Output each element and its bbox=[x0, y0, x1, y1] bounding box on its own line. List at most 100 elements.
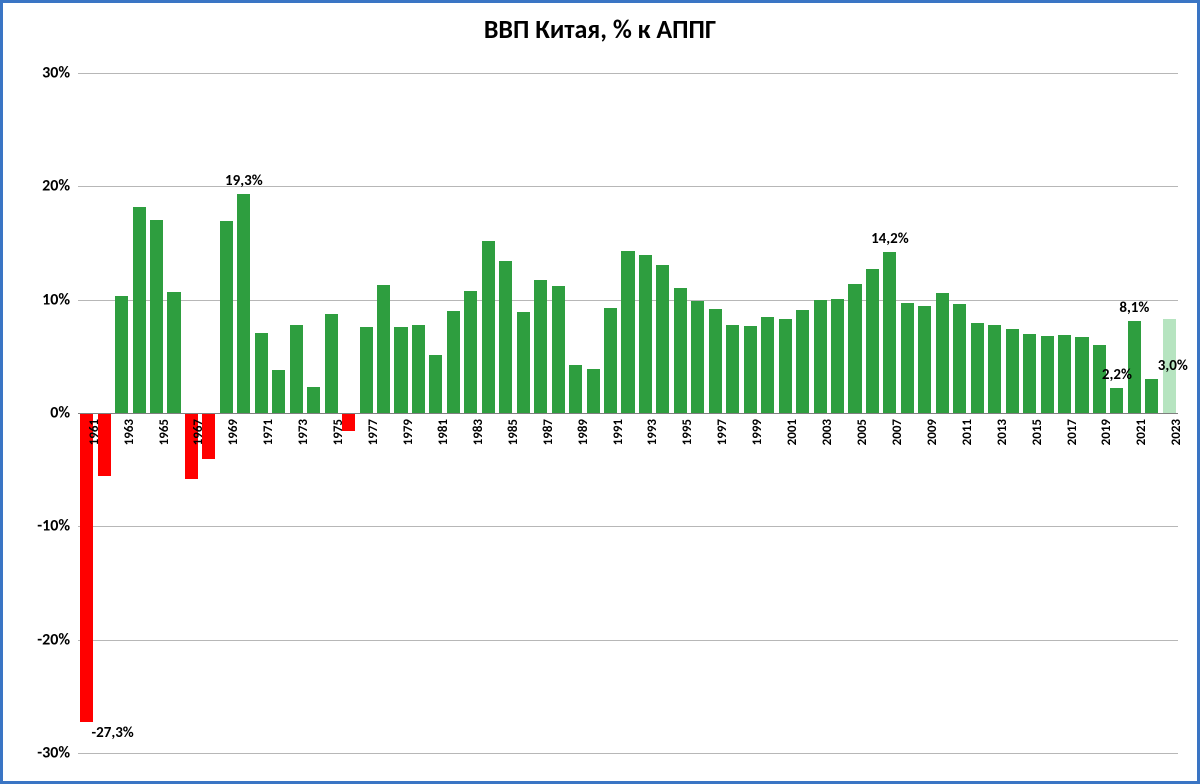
plot-area: -30%-20%-10%0%10%20%30%19611963196519671… bbox=[78, 73, 1178, 753]
bar bbox=[1145, 379, 1158, 413]
data-label: 8,1% bbox=[1119, 299, 1149, 317]
bar bbox=[394, 327, 407, 413]
x-tick-label: 1963 bbox=[122, 419, 137, 445]
y-tick-label: -30% bbox=[37, 744, 70, 763]
x-tick-label: 2011 bbox=[960, 419, 975, 445]
x-tick-label: 2005 bbox=[855, 419, 870, 445]
bar bbox=[464, 291, 477, 413]
bar bbox=[936, 293, 949, 413]
x-tick-label: 1999 bbox=[750, 419, 765, 445]
x-tick-label: 1987 bbox=[541, 419, 556, 445]
bar bbox=[691, 301, 704, 413]
y-tick-label: 30% bbox=[42, 64, 70, 83]
gridline bbox=[78, 753, 1178, 754]
bar bbox=[779, 319, 792, 413]
bar bbox=[517, 312, 530, 413]
x-tick-label: 1989 bbox=[576, 419, 591, 445]
y-tick-label: -10% bbox=[37, 517, 70, 536]
bar bbox=[499, 261, 512, 413]
bar bbox=[656, 265, 669, 413]
x-tick-label: 2003 bbox=[820, 419, 835, 445]
bar bbox=[814, 300, 827, 413]
bar bbox=[848, 284, 861, 413]
bar bbox=[80, 413, 93, 722]
bar bbox=[133, 207, 146, 413]
bar bbox=[639, 255, 652, 413]
y-tick-label: -20% bbox=[37, 630, 70, 649]
bar bbox=[953, 304, 966, 413]
chart-title: ВВП Китая, % к АППГ bbox=[3, 13, 1197, 45]
x-tick-label: 2017 bbox=[1065, 419, 1080, 445]
x-tick-label: 1983 bbox=[471, 419, 486, 445]
bar bbox=[883, 252, 896, 413]
bar bbox=[272, 370, 285, 413]
bar bbox=[587, 369, 600, 413]
bar bbox=[429, 355, 442, 413]
x-tick-label: 2001 bbox=[785, 419, 800, 445]
y-tick-label: 10% bbox=[42, 290, 70, 309]
x-tick-label: 1985 bbox=[506, 419, 521, 445]
data-label: 19,3% bbox=[225, 172, 263, 190]
bar bbox=[447, 311, 460, 413]
x-tick-label: 1981 bbox=[436, 419, 451, 445]
bar bbox=[901, 303, 914, 413]
x-tick-label: 1961 bbox=[87, 419, 102, 445]
y-tick-label: 0% bbox=[50, 404, 70, 423]
x-tick-label: 1979 bbox=[401, 419, 416, 445]
bar bbox=[115, 296, 128, 413]
x-tick-label: 1997 bbox=[715, 419, 730, 445]
data-label: 2,2% bbox=[1102, 366, 1132, 384]
gridline bbox=[78, 640, 1178, 641]
bar bbox=[237, 194, 250, 413]
chart-frame: ВВП Китая, % к АППГ -30% -20% -10% 0% 10% 20%… bbox=[0, 0, 1200, 784]
bar bbox=[1041, 336, 1054, 413]
bar bbox=[220, 221, 233, 413]
gridline bbox=[78, 526, 1178, 527]
bar bbox=[1110, 388, 1123, 413]
bar bbox=[150, 220, 163, 413]
bar bbox=[988, 325, 1001, 413]
bar bbox=[412, 325, 425, 413]
x-tick-label: 1993 bbox=[645, 419, 660, 445]
bar bbox=[744, 326, 757, 413]
data-label: 3,0% bbox=[1158, 357, 1188, 375]
x-tick-label: 1969 bbox=[226, 419, 241, 445]
bar bbox=[674, 288, 687, 413]
x-tick-label: 2013 bbox=[995, 419, 1010, 445]
y-tick-label: 20% bbox=[42, 177, 70, 196]
x-tick-label: 2023 bbox=[1169, 419, 1184, 445]
bar bbox=[866, 269, 879, 413]
bar bbox=[831, 299, 844, 413]
bar bbox=[1075, 337, 1088, 413]
bar bbox=[290, 325, 303, 413]
bar bbox=[726, 325, 739, 413]
bar bbox=[360, 327, 373, 413]
bar bbox=[167, 292, 180, 413]
bar bbox=[1058, 335, 1071, 413]
bar bbox=[971, 323, 984, 413]
x-tick-label: 1971 bbox=[261, 419, 276, 445]
x-tick-label: 1967 bbox=[191, 419, 206, 445]
bar bbox=[1023, 334, 1036, 413]
bar bbox=[377, 285, 390, 413]
x-tick-label: 1973 bbox=[296, 419, 311, 445]
gridline bbox=[78, 73, 1178, 74]
bar bbox=[796, 310, 809, 413]
x-tick-label: 1975 bbox=[331, 419, 346, 445]
bar bbox=[307, 387, 320, 413]
zero-line bbox=[78, 413, 1178, 414]
x-tick-label: 1991 bbox=[611, 419, 626, 445]
bar bbox=[534, 280, 547, 413]
data-label: -27,3% bbox=[92, 724, 134, 742]
bar bbox=[482, 241, 495, 413]
bar bbox=[621, 251, 634, 413]
bar bbox=[552, 286, 565, 413]
x-tick-label: 2009 bbox=[925, 419, 940, 445]
bar bbox=[255, 333, 268, 413]
bar bbox=[604, 308, 617, 413]
x-tick-label: 1995 bbox=[680, 419, 695, 445]
bar bbox=[325, 314, 338, 413]
x-tick-label: 2007 bbox=[890, 419, 905, 445]
bar bbox=[918, 306, 931, 413]
data-label: 14,2% bbox=[871, 230, 909, 248]
